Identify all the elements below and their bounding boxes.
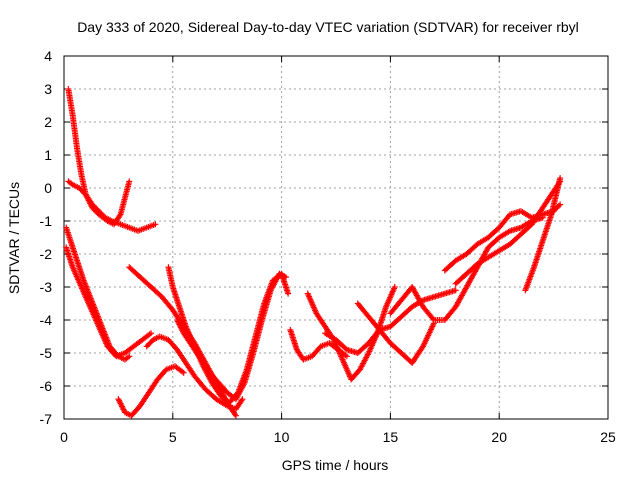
data-point-interp [94, 206, 101, 213]
data-point [452, 287, 459, 294]
x-tick-label: 15 [383, 429, 399, 445]
data-point-interp [98, 210, 105, 217]
data-point-interp [555, 202, 562, 209]
y-tick-label: 1 [44, 147, 52, 163]
data-point-interp [99, 212, 106, 219]
x-axis-label: GPS time / hours [282, 457, 389, 473]
data-point [126, 353, 133, 360]
y-tick-label: 4 [44, 48, 52, 64]
data-point-interp [144, 342, 151, 349]
data-point [343, 353, 350, 360]
y-tick-label: -6 [40, 378, 53, 394]
y-tick-label: 3 [44, 81, 52, 97]
y-tick-label: -2 [40, 246, 53, 262]
grid [64, 56, 608, 419]
data-point [95, 208, 102, 215]
y-tick-label: 0 [44, 180, 52, 196]
data-point [126, 178, 133, 185]
data-point-interp [429, 315, 436, 322]
data-point [232, 412, 239, 419]
data-point-interp [90, 202, 97, 209]
data-point-interp [147, 339, 154, 346]
data-point [557, 175, 564, 182]
y-axis-label: SDTVAR / TECUs [6, 182, 22, 294]
data-point [89, 201, 96, 208]
data-point [148, 330, 155, 337]
x-tick-label: 5 [169, 429, 177, 445]
data-point [557, 201, 564, 208]
y-tick-label: -7 [40, 411, 53, 427]
y-tick-label: -4 [40, 312, 53, 328]
data-point [239, 396, 246, 403]
data-point-interp [93, 205, 100, 212]
y-tick-label: 2 [44, 114, 52, 130]
axis-ticks: 0 5 10 15 20 25 -7 -6 -5 -4 -3 -2 -1 0 1 2 3 4 [40, 48, 616, 445]
data-point-interp [97, 209, 104, 216]
x-tick-label: 25 [600, 429, 616, 445]
data-point [282, 274, 289, 281]
data-marks [63, 86, 564, 419]
data-point [76, 185, 83, 191]
data-point [391, 284, 398, 290]
plot-frame [63, 55, 609, 420]
data-point-interp [77, 186, 84, 193]
y-tick-label: -3 [40, 279, 53, 295]
chart-title: Day 333 of 2020, Sidereal Day-to-day VTE… [77, 19, 579, 35]
data-point [152, 221, 159, 228]
y-tick-label: -5 [40, 345, 53, 361]
data-point-interp [146, 340, 153, 347]
data-point [285, 290, 292, 297]
data-point [143, 343, 150, 350]
x-tick-label: 20 [491, 429, 507, 445]
y-tick-label: -1 [40, 213, 53, 229]
data-point-interp [91, 204, 98, 211]
data-point-interp [78, 187, 85, 194]
x-tick-label: 0 [60, 429, 68, 445]
data-point-interp [554, 204, 561, 211]
x-tick-label: 10 [274, 429, 290, 445]
data-point [180, 369, 187, 376]
data-point-interp [80, 188, 87, 195]
